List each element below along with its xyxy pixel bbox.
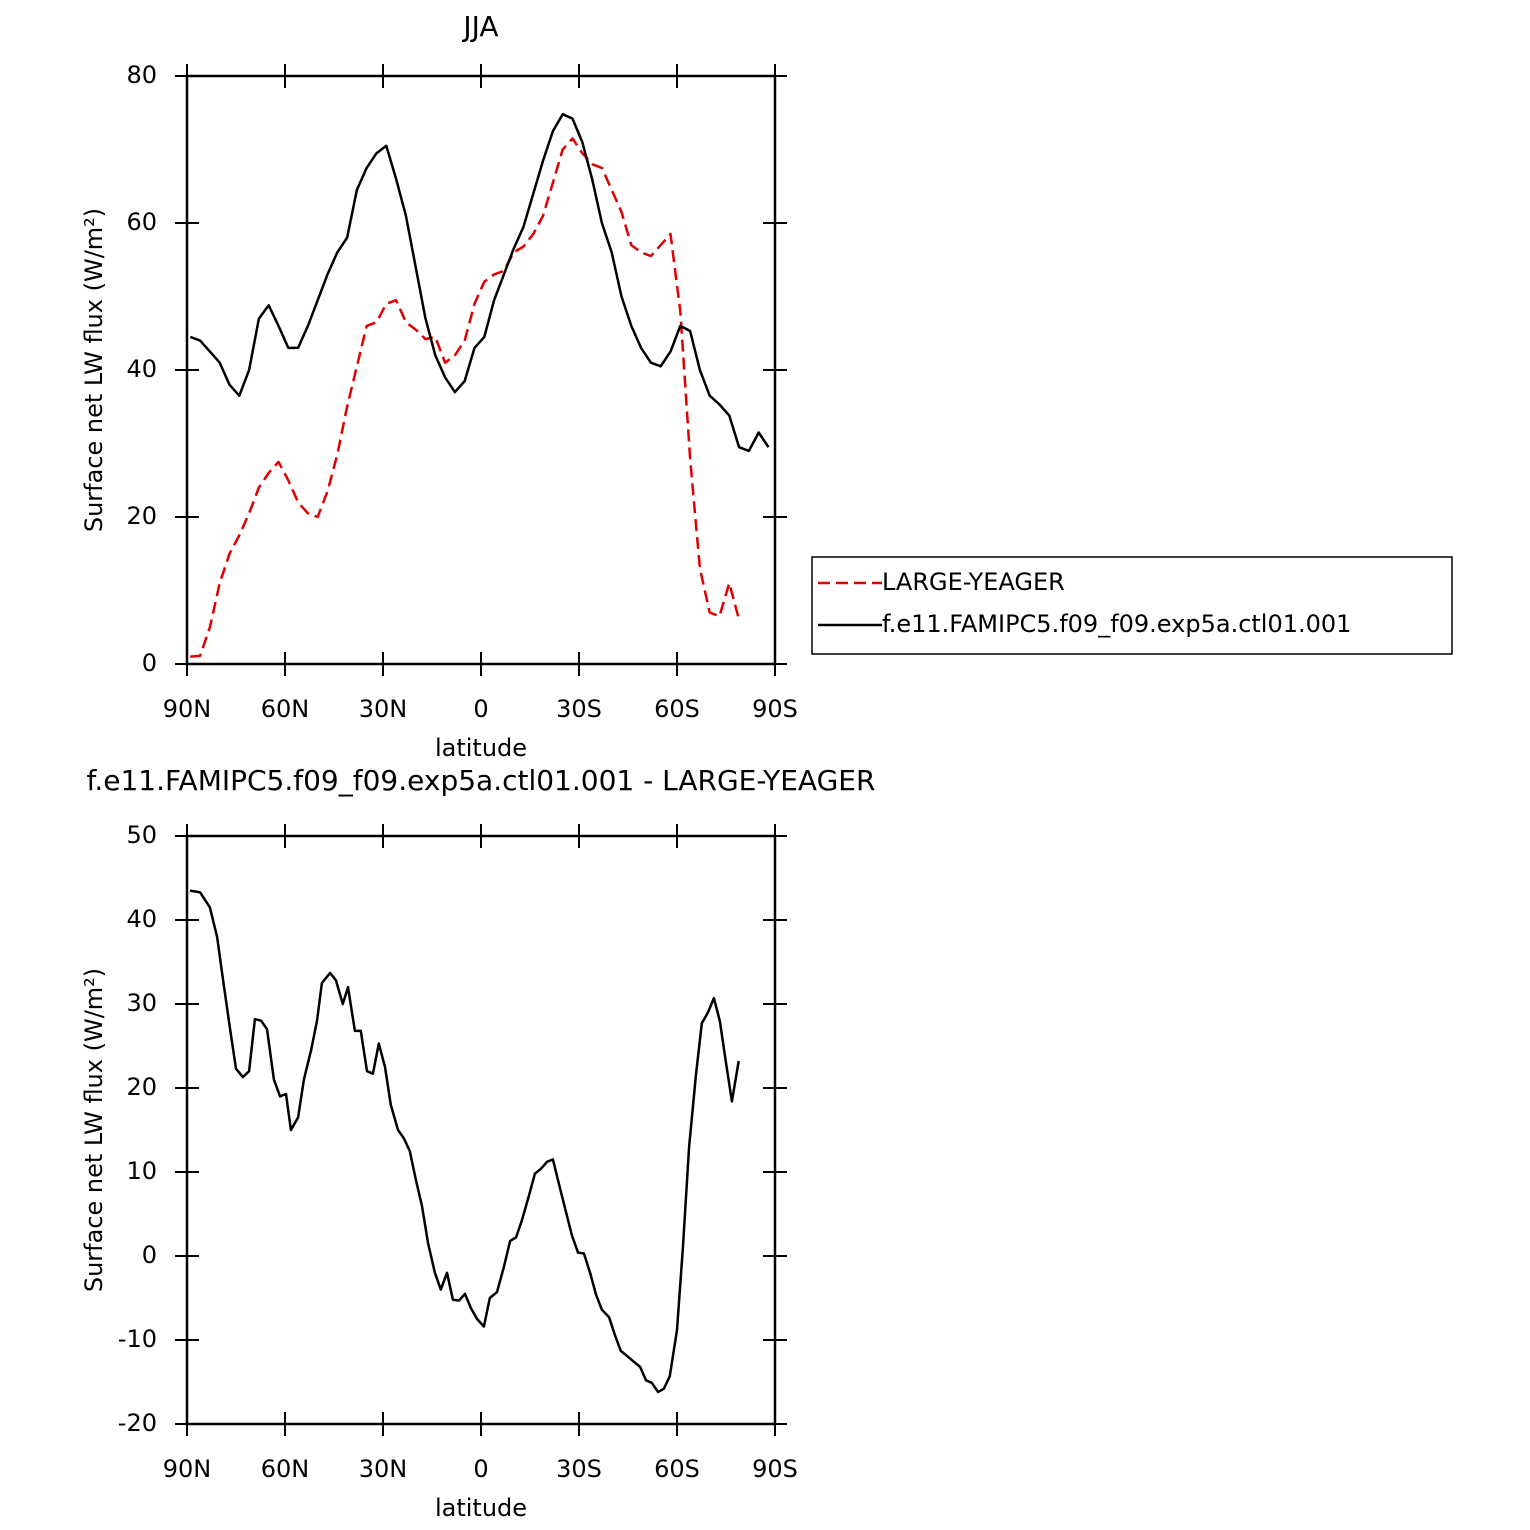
y-tick-label: 0 xyxy=(142,649,157,677)
y-tick-label: 30 xyxy=(126,989,157,1017)
y-tick-label: 50 xyxy=(126,821,157,849)
x-axis-label: latitude xyxy=(435,1494,527,1522)
x-axis-label: latitude xyxy=(435,734,527,762)
chart-title: f.e11.FAMIPC5.f09_f09.exp5a.ctl01.001 - … xyxy=(87,764,876,797)
data-line xyxy=(190,137,741,658)
x-tick-label: 90N xyxy=(163,695,212,723)
y-tick-label: 10 xyxy=(126,1157,157,1185)
y-tick-label: 20 xyxy=(126,1073,157,1101)
y-tick-label: -20 xyxy=(118,1409,157,1437)
legend-box xyxy=(811,556,1453,655)
y-tick-label: 40 xyxy=(126,355,157,383)
x-tick-label: 30N xyxy=(359,695,408,723)
x-tick-label: 0 xyxy=(473,695,488,723)
legend-label: LARGE-YEAGER xyxy=(882,568,1065,596)
x-tick-label: 90S xyxy=(752,1455,798,1483)
x-tick-label: 90N xyxy=(163,1455,212,1483)
legend-label: f.e11.FAMIPC5.f09_f09.exp5a.ctl01.001 xyxy=(882,610,1351,638)
x-tick-label: 60S xyxy=(654,695,700,723)
x-tick-label: 90S xyxy=(752,695,798,723)
chart-title: JJA xyxy=(461,10,498,43)
y-tick-label: 40 xyxy=(126,905,157,933)
plot-frame xyxy=(185,74,777,666)
plot-frame xyxy=(185,834,777,1426)
x-tick-label: 30S xyxy=(556,695,602,723)
y-axis-label: Surface net LW flux (W/m²) xyxy=(80,968,108,1292)
x-tick-label: 30N xyxy=(359,1455,408,1483)
y-tick-label: -10 xyxy=(118,1325,157,1353)
x-tick-label: 30S xyxy=(556,1455,602,1483)
x-tick-label: 60N xyxy=(261,695,310,723)
x-tick-label: 60S xyxy=(654,1455,700,1483)
x-tick-label: 60N xyxy=(261,1455,310,1483)
y-axis-label: Surface net LW flux (W/m²) xyxy=(80,208,108,532)
y-tick-label: 80 xyxy=(126,61,157,89)
y-tick-label: 0 xyxy=(142,1241,157,1269)
y-tick-label: 20 xyxy=(126,502,157,530)
data-line xyxy=(189,112,770,453)
data-line xyxy=(189,889,740,1394)
y-tick-label: 60 xyxy=(126,208,157,236)
x-tick-label: 0 xyxy=(473,1455,488,1483)
